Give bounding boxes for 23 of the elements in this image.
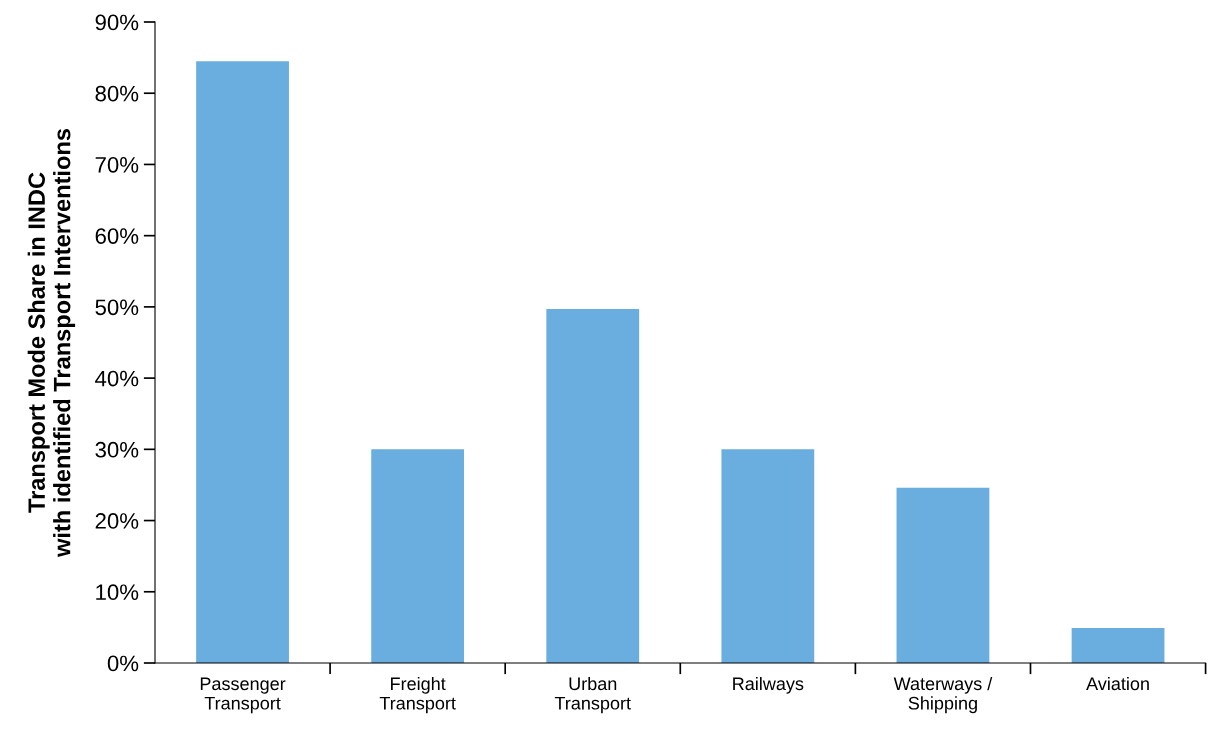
bar (371, 449, 465, 663)
y-tick-label: 70% (95, 156, 139, 173)
y-tick-label: 30% (95, 441, 139, 458)
bar (1071, 628, 1165, 663)
y-tick-label: 60% (95, 228, 139, 244)
y-tick-label: 0% (107, 655, 139, 672)
y-tick-label: 50% (95, 299, 139, 316)
y-tick-label: 20% (95, 513, 139, 529)
bar (896, 487, 990, 663)
x-tick-label: Aviation (1086, 676, 1149, 691)
x-tick-label: Urban Transport (554, 676, 631, 714)
y-axis-title: Transport Mode Share in INDC with identified Transport Interventions (27, 128, 76, 558)
bar (546, 309, 640, 663)
y-tick-label: 90% (95, 14, 139, 31)
y-tick-label: 80% (95, 85, 139, 102)
bar (721, 449, 815, 663)
x-tick-label: Freight Transport (379, 676, 456, 714)
y-tick-label: 40% (95, 370, 139, 387)
y-tick-label: 10% (96, 584, 139, 601)
x-tick-label: Waterways / Shipping (893, 676, 993, 714)
x-tick-label: Passenger Transport (200, 677, 286, 714)
bar (196, 61, 289, 663)
x-tick-label: Railways (733, 676, 804, 694)
